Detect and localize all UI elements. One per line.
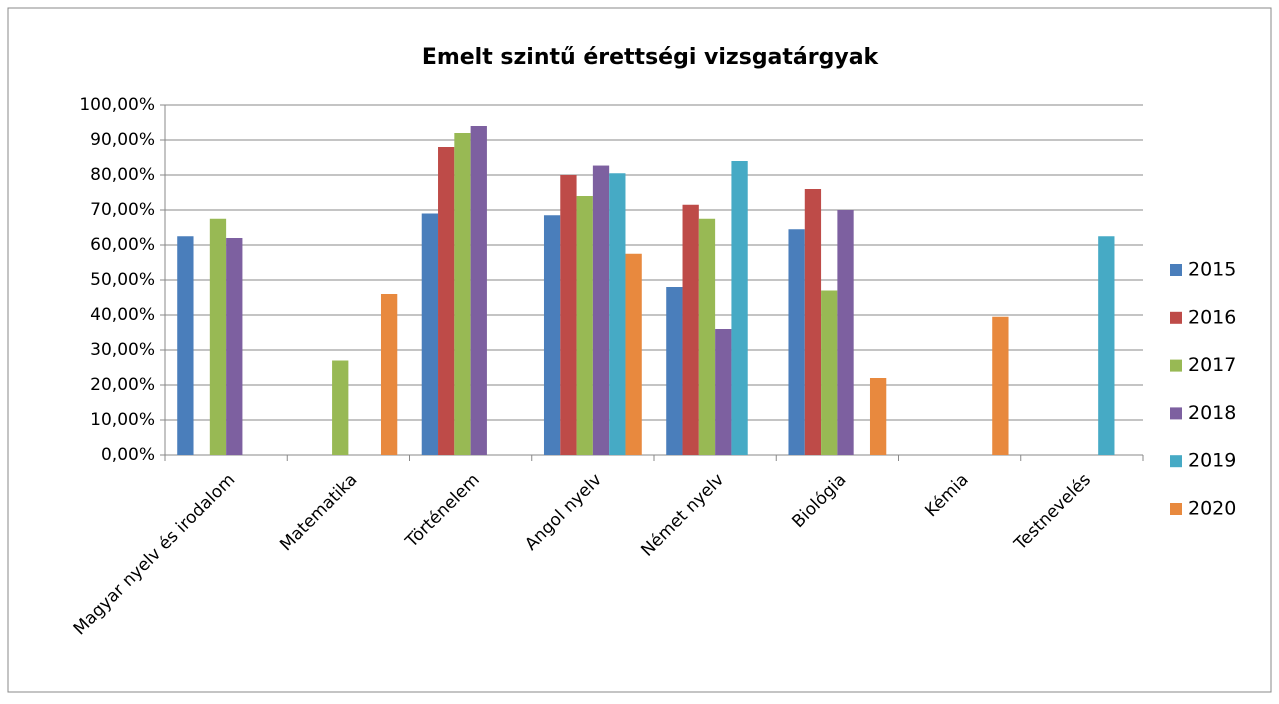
bar: [869, 378, 887, 455]
y-tick-label: 90,00%: [90, 130, 155, 150]
bar: [177, 236, 194, 455]
y-tick-label: 10,00%: [90, 410, 155, 430]
bar: [380, 294, 398, 455]
bar: [682, 204, 699, 455]
bar: [332, 360, 349, 455]
bar: [715, 329, 732, 455]
bar: [666, 287, 683, 455]
y-tick-label: 70,00%: [90, 200, 155, 220]
y-tick-label: 0,00%: [101, 445, 155, 465]
bar: [698, 218, 716, 455]
bar: [421, 213, 439, 455]
legend-swatch: [1170, 359, 1182, 372]
bar: [788, 229, 805, 455]
legend-swatch: [1170, 455, 1182, 468]
y-tick-label: 30,00%: [90, 340, 155, 360]
legend-label: 2019: [1188, 450, 1236, 472]
bar: [609, 173, 626, 455]
bar: [543, 215, 561, 455]
legend-label: 2015: [1188, 259, 1236, 281]
bar: [438, 147, 455, 455]
legend-label: 2017: [1188, 354, 1236, 376]
legend-swatch: [1170, 264, 1182, 276]
y-tick-label: 20,00%: [90, 375, 155, 395]
bar: [454, 133, 471, 455]
bar: [592, 165, 610, 456]
bar: [576, 196, 593, 455]
y-tick-label: 60,00%: [90, 235, 155, 255]
y-tick-label: 50,00%: [90, 270, 155, 290]
bar: [821, 290, 838, 455]
bar: [837, 210, 854, 455]
chart-title: Emelt szintű érettségi vizsgatárgyak: [422, 45, 880, 70]
legend-swatch: [1170, 311, 1182, 324]
bar: [209, 218, 227, 455]
legend-label: 2018: [1188, 402, 1236, 424]
y-tick-label: 40,00%: [90, 305, 155, 325]
bar: [804, 189, 822, 455]
legend-swatch: [1170, 503, 1182, 515]
y-tick-label: 80,00%: [90, 165, 155, 185]
bar: [731, 161, 748, 455]
legend-label: 2016: [1188, 306, 1236, 328]
bar: [992, 316, 1009, 455]
bar: [625, 253, 642, 455]
bar: [1098, 236, 1115, 455]
bar: [470, 126, 487, 455]
legend-swatch: [1170, 407, 1182, 420]
bar: [560, 175, 577, 455]
legend-label: 2020: [1188, 498, 1236, 520]
bar: [226, 238, 243, 455]
y-tick-label: 100,00%: [79, 95, 155, 115]
